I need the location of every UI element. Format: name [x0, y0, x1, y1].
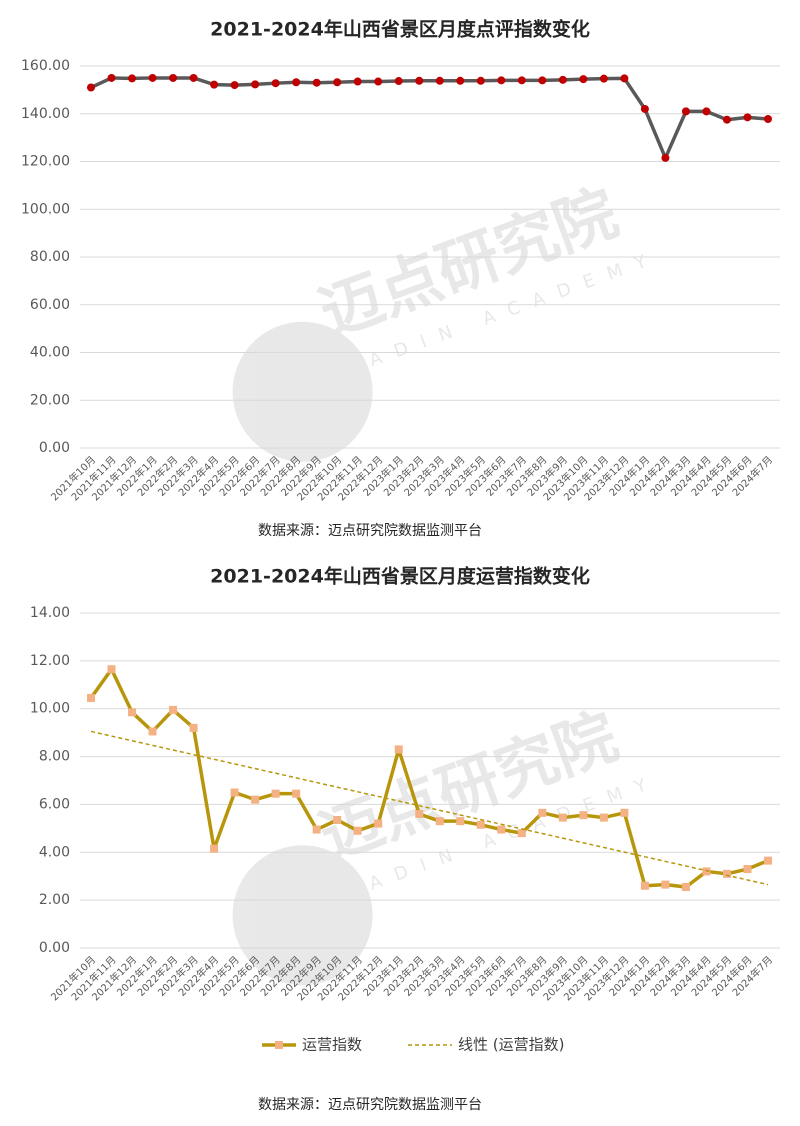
- data-marker: [148, 73, 157, 82]
- y-tick-label: 0.00: [39, 940, 70, 956]
- data-marker: [230, 81, 239, 90]
- data-marker: [599, 813, 608, 822]
- data-marker: [435, 76, 444, 85]
- y-tick-label: 8.00: [39, 749, 70, 765]
- data-marker: [271, 79, 280, 88]
- data-marker: [333, 78, 342, 87]
- data-marker: [743, 113, 752, 122]
- y-tick-label: 80.00: [30, 249, 70, 265]
- data-marker: [415, 76, 424, 85]
- y-tick-label: 4.00: [39, 844, 70, 860]
- data-marker: [764, 115, 772, 124]
- data-marker: [722, 869, 731, 878]
- legend-swatch-marker: [275, 1041, 283, 1049]
- trendline: [90, 730, 769, 886]
- data-marker: [476, 820, 485, 829]
- data-marker: [640, 881, 649, 890]
- data-marker: [640, 104, 649, 113]
- y-tick-label: 20.00: [30, 392, 70, 408]
- data-marker: [620, 808, 629, 817]
- data-marker: [681, 882, 690, 891]
- data-marker: [107, 665, 116, 674]
- data-marker: [579, 75, 588, 84]
- data-marker: [353, 77, 362, 86]
- data-marker: [743, 865, 752, 874]
- data-marker: [661, 153, 670, 162]
- data-marker: [415, 810, 424, 818]
- data-marker: [374, 77, 383, 86]
- data-marker: [333, 815, 342, 824]
- data-marker: [497, 825, 506, 834]
- data-marker: [538, 76, 547, 85]
- data-marker: [169, 73, 178, 82]
- y-tick-label: 6.00: [39, 796, 70, 812]
- data-marker: [620, 74, 629, 83]
- data-marker: [558, 813, 567, 822]
- data-marker: [87, 83, 95, 92]
- data-marker: [210, 80, 219, 89]
- data-marker: [681, 107, 690, 116]
- data-marker: [292, 78, 301, 87]
- data-marker: [312, 825, 321, 834]
- data-marker: [251, 80, 260, 89]
- data-marker: [271, 789, 280, 798]
- chart-title: 2021-2024年山西省景区月度点评指数变化: [210, 18, 590, 41]
- data-marker: [353, 826, 362, 835]
- data-marker: [87, 693, 95, 702]
- data-marker: [107, 73, 116, 82]
- data-marker: [702, 107, 711, 116]
- data-marker: [456, 817, 465, 826]
- data-marker: [538, 808, 547, 817]
- data-marker: [435, 817, 444, 826]
- data-marker: [517, 76, 526, 85]
- data-line: [90, 76, 769, 160]
- y-tick-label: 12.00: [30, 653, 70, 669]
- data-marker: [128, 708, 137, 717]
- data-marker: [128, 74, 137, 83]
- data-marker: [579, 811, 588, 820]
- data-marker: [394, 745, 403, 754]
- y-tick-label: 120.00: [21, 154, 70, 170]
- watermark-logo: [232, 321, 373, 462]
- y-tick-label: 0.00: [39, 440, 70, 456]
- y-tick-label: 140.00: [21, 106, 70, 122]
- data-marker: [497, 76, 506, 85]
- source-note: 数据来源：迈点研究院数据监测平台: [258, 523, 482, 539]
- data-line: [89, 667, 769, 889]
- data-marker: [558, 75, 567, 84]
- chart-title: 2021-2024年山西省景区月度运营指数变化: [210, 565, 590, 588]
- source-note: 数据来源：迈点研究院数据监测平台: [258, 1097, 482, 1113]
- data-marker: [456, 76, 465, 85]
- y-tick-label: 60.00: [30, 297, 70, 313]
- data-marker: [722, 115, 731, 124]
- y-tick-label: 14.00: [30, 605, 70, 621]
- legend-label: 线性 (运营指数): [458, 1036, 564, 1054]
- data-marker: [189, 73, 198, 82]
- data-marker: [189, 723, 198, 732]
- y-tick-label: 40.00: [30, 345, 70, 361]
- data-marker: [764, 856, 772, 865]
- y-tick-label: 100.00: [21, 201, 70, 217]
- y-tick-label: 10.00: [30, 701, 70, 717]
- data-marker: [292, 789, 301, 798]
- data-marker: [312, 78, 321, 87]
- data-marker: [374, 819, 383, 828]
- data-marker: [251, 795, 260, 804]
- data-marker: [230, 788, 239, 797]
- y-tick-label: 160.00: [21, 58, 70, 74]
- data-marker: [661, 880, 670, 889]
- y-tick-label: 2.00: [39, 892, 70, 908]
- data-marker: [169, 705, 178, 714]
- data-marker: [599, 74, 608, 83]
- data-marker: [476, 76, 485, 85]
- data-marker: [210, 844, 219, 853]
- legend-label: 运营指数: [302, 1036, 362, 1054]
- watermark-logo: [232, 845, 373, 986]
- data-marker: [517, 829, 526, 838]
- data-marker: [148, 727, 157, 736]
- data-marker: [394, 77, 403, 86]
